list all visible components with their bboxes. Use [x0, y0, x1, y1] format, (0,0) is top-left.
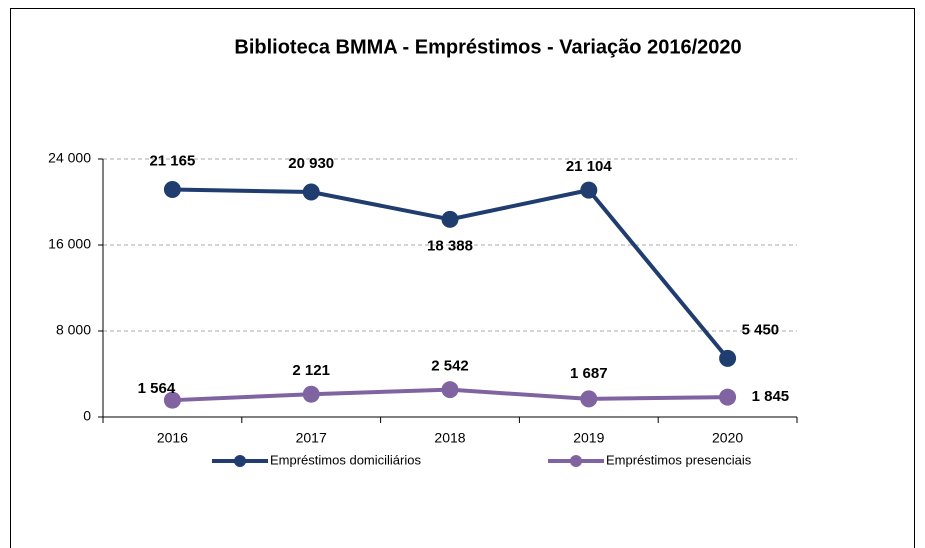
chart-border [10, 8, 915, 548]
x-tick-label: 2016 [157, 430, 188, 446]
marker [302, 385, 320, 403]
data-label: 2 542 [431, 358, 469, 375]
marker [163, 180, 181, 198]
data-label: 18 388 [427, 237, 473, 254]
chart-title: Biblioteca BMMA - Empréstimos - Variação… [234, 36, 741, 58]
x-tick-label: 2020 [712, 430, 743, 446]
marker [580, 181, 598, 199]
y-tick-label: 16 000 [48, 236, 91, 252]
x-tick-label: 2018 [434, 430, 465, 446]
marker [719, 349, 737, 367]
data-label: 20 930 [288, 155, 334, 172]
data-label: 1 845 [752, 388, 790, 405]
legend-label: Empréstimos presenciais [606, 452, 752, 467]
marker [163, 391, 181, 409]
data-label: 21 104 [566, 158, 613, 175]
marker [441, 381, 459, 399]
data-label: 21 165 [149, 152, 195, 169]
data-label: 1 687 [570, 365, 608, 382]
legend-label: Empréstimos domiciliários [270, 452, 421, 467]
data-label: 5 450 [742, 321, 780, 338]
marker [302, 183, 320, 201]
data-label: 2 121 [292, 362, 330, 379]
y-tick-label: 0 [83, 408, 91, 424]
legend-marker [234, 455, 246, 467]
marker [441, 210, 459, 228]
y-tick-label: 24 000 [48, 150, 91, 166]
x-tick-label: 2017 [296, 430, 327, 446]
y-tick-label: 8 000 [56, 322, 91, 338]
data-label: 1 564 [138, 380, 176, 397]
marker [719, 388, 737, 406]
legend-marker [570, 455, 582, 467]
x-tick-label: 2019 [573, 430, 604, 446]
marker [580, 390, 598, 408]
